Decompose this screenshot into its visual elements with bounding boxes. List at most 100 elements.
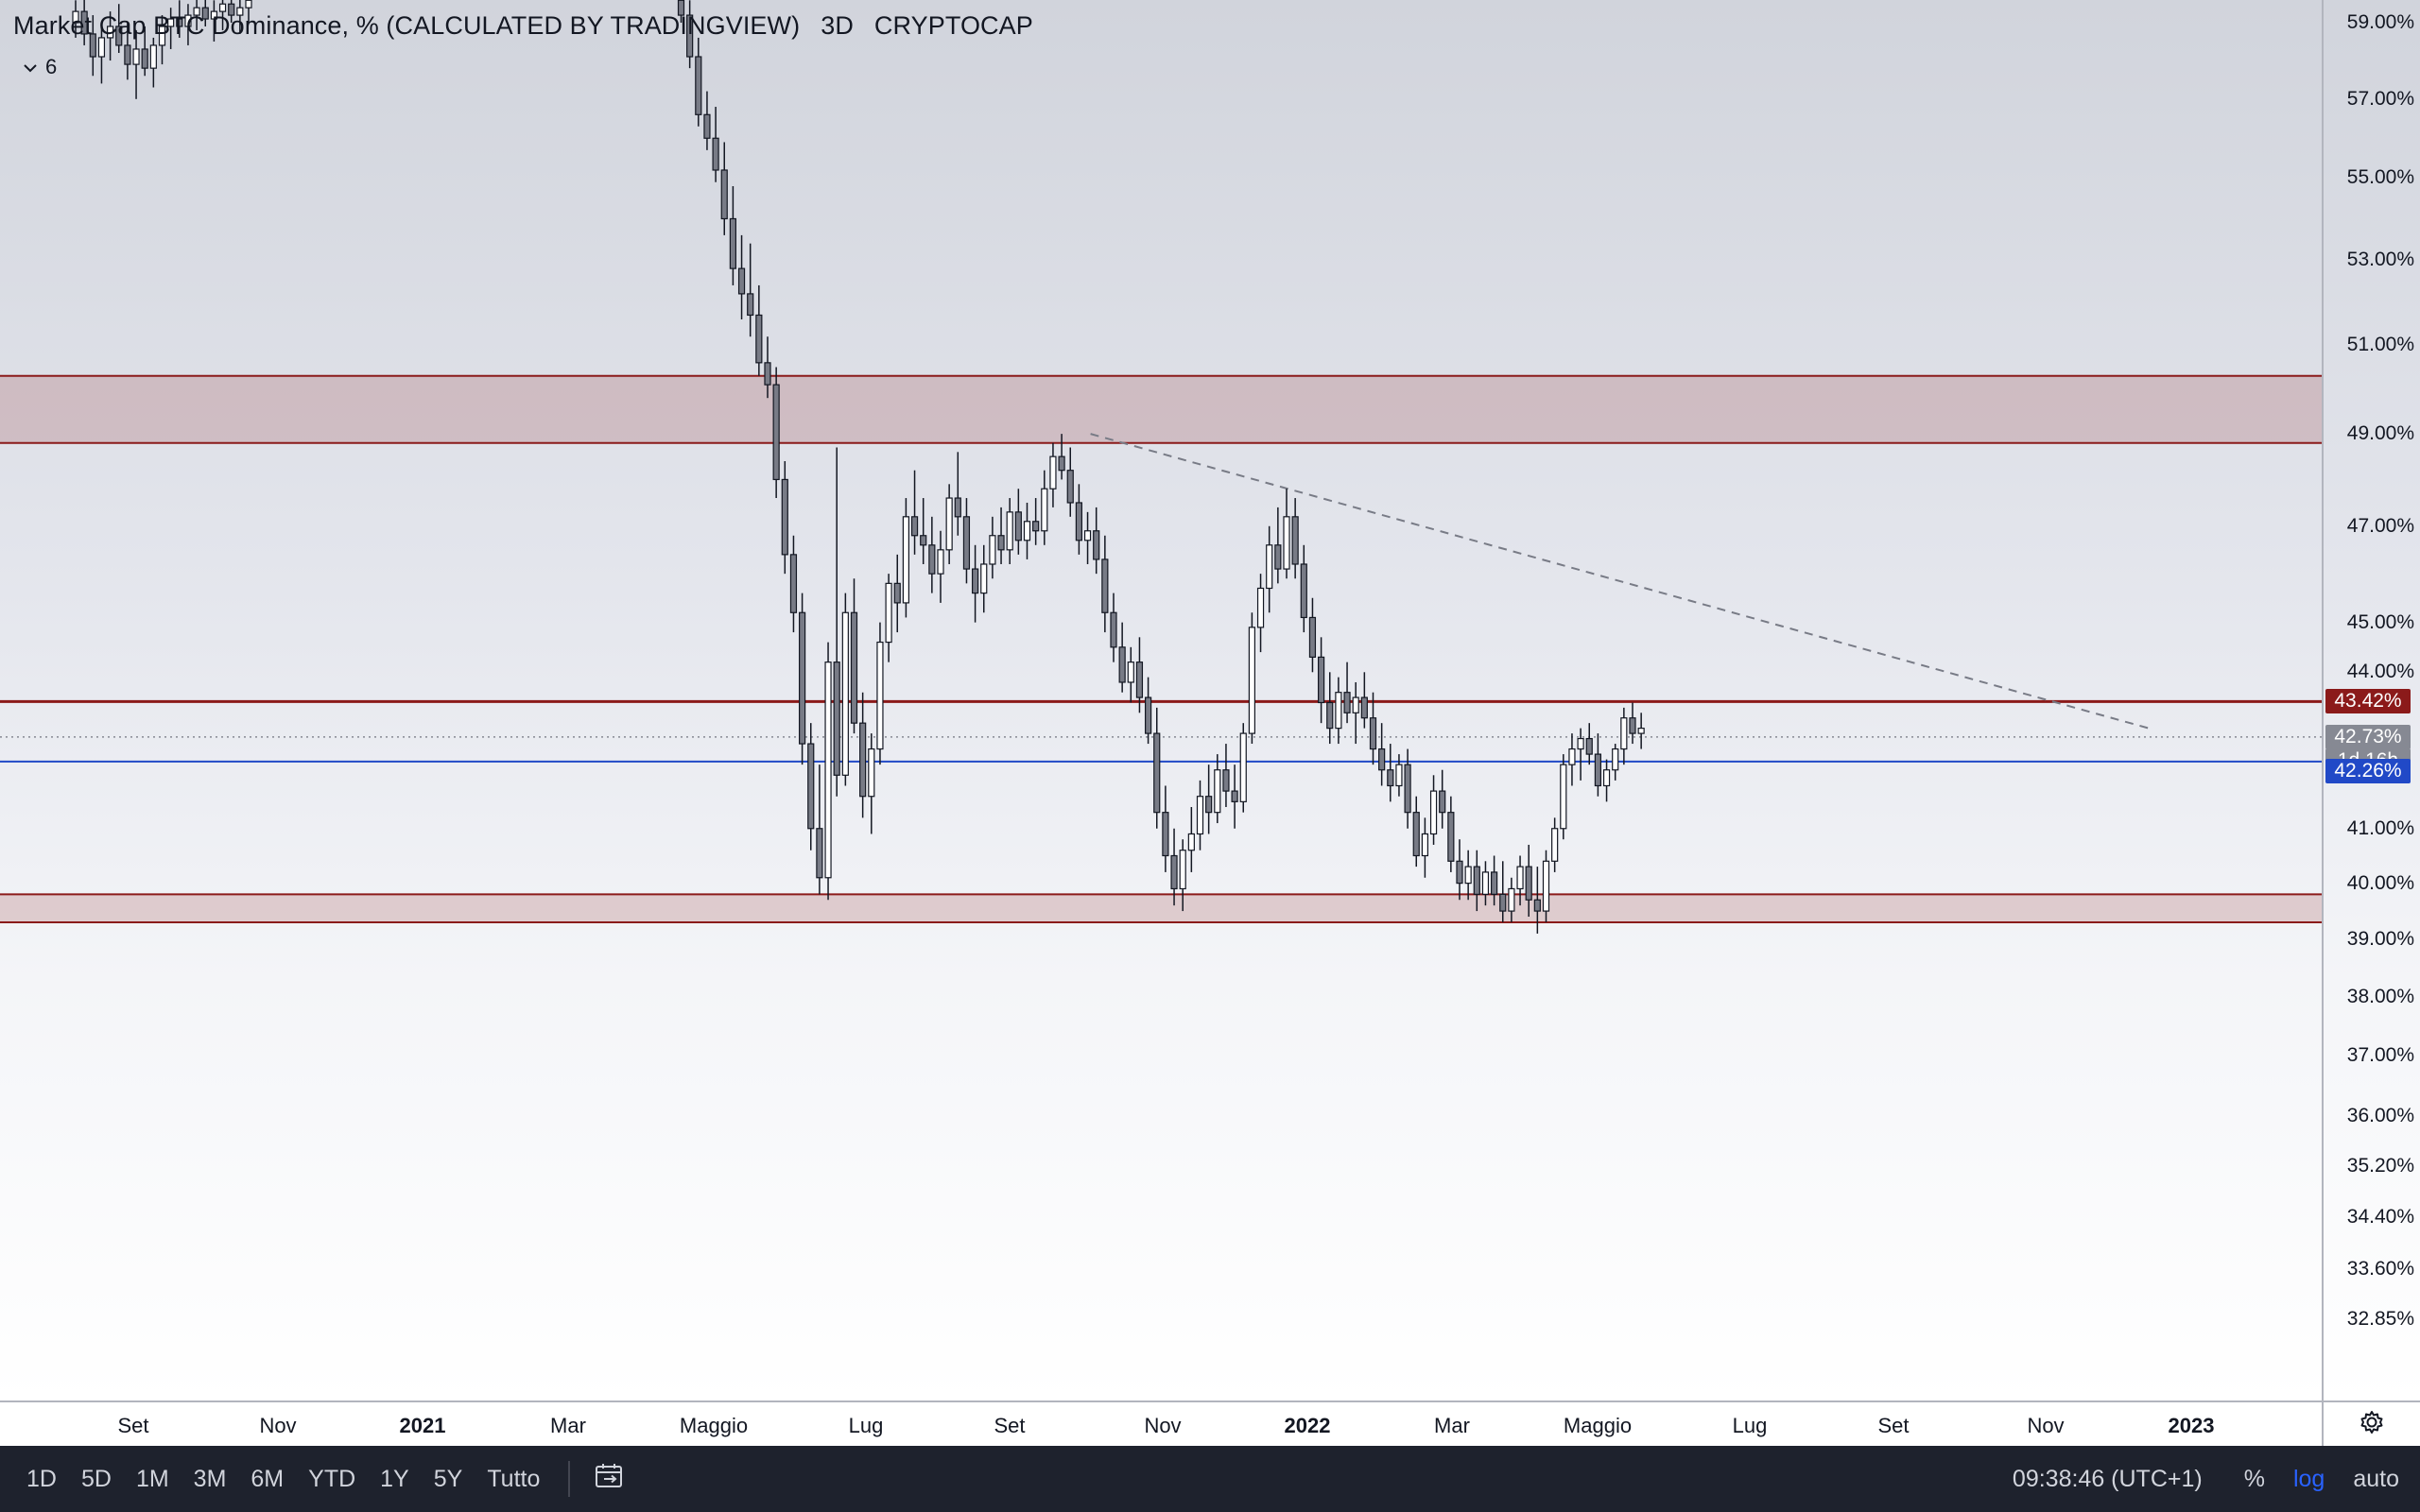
candle-body [920, 535, 927, 546]
goto-date-button[interactable] [595, 1463, 625, 1496]
candle-body [1542, 860, 1550, 912]
candle-body [1335, 692, 1342, 730]
candle-body [1049, 455, 1057, 490]
candle-body [954, 497, 961, 518]
candle-body [781, 478, 788, 556]
candle-body [928, 544, 936, 575]
candle-body [962, 516, 971, 570]
blue-line-price-tag: 42.26% [2325, 758, 2411, 783]
candle-body [729, 217, 737, 269]
time-tick-label: 2021 [399, 1414, 446, 1437]
candle-body [228, 3, 235, 16]
candle-body [1187, 833, 1195, 851]
candle-body [720, 169, 728, 220]
candle-body [1058, 455, 1065, 472]
range-6m-button[interactable]: 6M [251, 1465, 285, 1492]
clock-time[interactable]: 09:38:46 (UTC+1) [2012, 1465, 2203, 1492]
candle-body [1110, 611, 1117, 648]
range-1d-button[interactable]: 1D [26, 1465, 57, 1492]
candle-body [1387, 769, 1394, 787]
candle-body [1214, 769, 1221, 814]
time-tick-label: Maggio [679, 1414, 749, 1437]
candle-body [167, 18, 175, 27]
candle-body [1447, 812, 1455, 862]
price-tick-label: 36.00% [2346, 1105, 2414, 1127]
candle-body [1594, 753, 1602, 787]
price-tick-label: 34.40% [2346, 1205, 2414, 1228]
candle-body [1162, 812, 1169, 857]
candle-body [1481, 871, 1490, 895]
range-all-button[interactable]: Tutto [487, 1465, 541, 1492]
range-3m-button[interactable]: 3M [193, 1465, 227, 1492]
candle-body [1118, 646, 1126, 683]
candle-body [1499, 893, 1507, 912]
resistance-price-tag: 43.42% [2325, 689, 2411, 714]
range-1m-button[interactable]: 1M [135, 1465, 169, 1492]
candle-body [1023, 521, 1031, 541]
candle-body [1490, 871, 1498, 895]
candle-body [695, 56, 702, 115]
candle-body [997, 535, 1005, 551]
candle-body [1222, 769, 1230, 792]
candle-body [712, 137, 719, 171]
candle-body [132, 48, 140, 65]
price-tick-label: 32.85% [2346, 1308, 2414, 1330]
candle-body [1101, 558, 1109, 613]
candle-body [841, 611, 849, 776]
candle-body [218, 3, 227, 12]
chart-canvas[interactable] [0, 0, 2322, 1400]
candle-body [236, 7, 244, 16]
candle-body [989, 535, 996, 565]
chart-pane[interactable]: Market Cap BTC Dominance, % (CALCULATED … [0, 0, 2322, 1400]
candle-body [737, 267, 746, 295]
candle-body [807, 743, 815, 830]
candle-body [1326, 701, 1334, 730]
candle-body [1412, 812, 1420, 857]
price-tick-label: 55.00% [2346, 166, 2414, 189]
candle-body [945, 497, 953, 551]
candle-body [1308, 616, 1317, 658]
toolbar-divider [568, 1461, 571, 1497]
legend-interval: 3D [821, 11, 854, 40]
candle-body [902, 516, 910, 604]
time-tick-label: Set [117, 1414, 149, 1437]
candle-body [89, 33, 96, 58]
log-scale-button[interactable]: log [2292, 1465, 2325, 1492]
chart-settings-button[interactable] [2322, 1400, 2420, 1446]
candle-body [1014, 511, 1022, 541]
range-5y-button[interactable]: 5Y [433, 1465, 463, 1492]
auto-scale-button[interactable]: auto [2353, 1465, 2399, 1492]
candle-body [789, 554, 798, 613]
time-tick-label: Set [994, 1414, 1026, 1437]
candle-body [1585, 737, 1593, 755]
candle-body [106, 26, 114, 39]
candle-body [1144, 696, 1152, 734]
price-tick-label: 47.00% [2346, 514, 2414, 537]
candle-body [1421, 833, 1429, 857]
trendline [1090, 433, 2150, 730]
candle-body [677, 0, 685, 16]
candle-body [1629, 717, 1636, 734]
range-5d-button[interactable]: 5D [80, 1465, 112, 1492]
candle-body [1266, 544, 1273, 590]
price-tick-label: 33.60% [2346, 1258, 2414, 1280]
price-tick-label: 49.00% [2346, 422, 2414, 445]
price-axis[interactable]: 59.00% 57.00% 55.00% 53.00% 51.00% 49.00% 47.0… [2322, 0, 2420, 1400]
candle-body [1516, 866, 1524, 890]
candle-body [703, 113, 711, 139]
time-axis[interactable]: Set Nov 2021 Mar Maggio Lug Set Nov 2022 Mar Maggi… [0, 1400, 2322, 1446]
indicators-toggle[interactable]: 6 [23, 55, 57, 79]
time-tick-label: Lug [848, 1414, 884, 1437]
range-ytd-button[interactable]: YTD [308, 1465, 356, 1492]
candle-body [1032, 521, 1040, 532]
percent-scale-button[interactable]: % [2243, 1465, 2265, 1492]
candle-body [1135, 662, 1144, 698]
range-1y-button[interactable]: 1Y [380, 1465, 409, 1492]
candle-body [1473, 866, 1480, 895]
chevron-down-icon [23, 55, 38, 79]
candle-body [1066, 470, 1074, 504]
price-tick-label: 39.00% [2346, 927, 2414, 950]
price-tick-label: 41.00% [2346, 816, 2414, 839]
candle-body [980, 563, 988, 594]
candle-body [115, 26, 123, 46]
